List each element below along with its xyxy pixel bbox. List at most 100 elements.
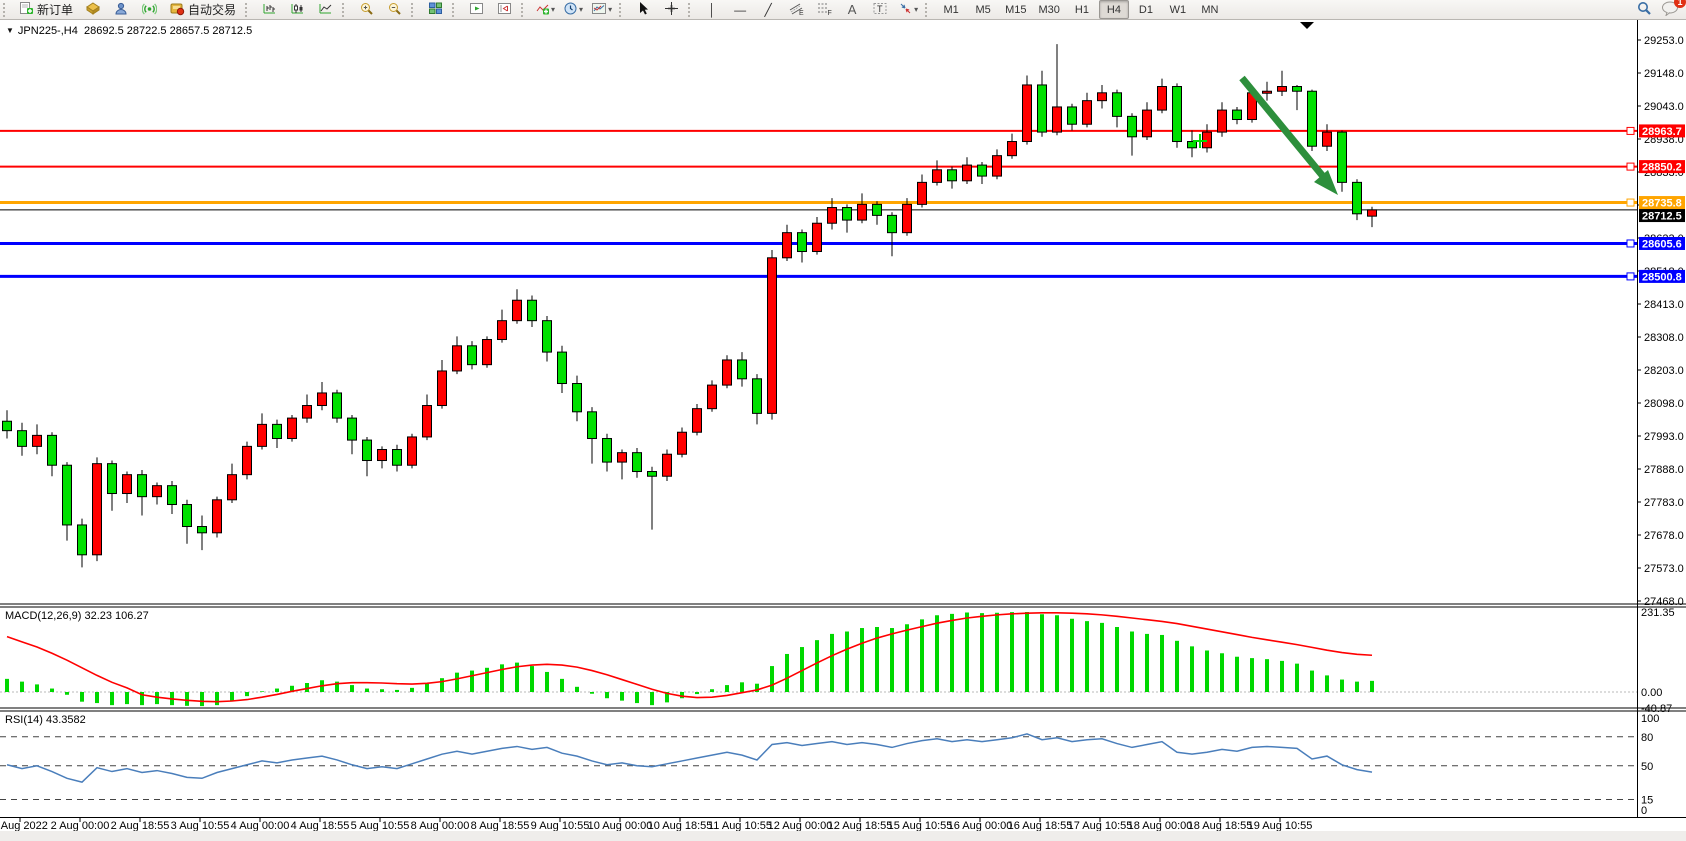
timeframe-d1-button[interactable]: D1 [1138,3,1153,16]
svg-text:29253.0: 29253.0 [1644,35,1684,47]
arrows-tool-button[interactable]: ▾ [895,0,921,19]
notifications-button[interactable]: 1 [1661,0,1686,19]
toolbar-grip [245,2,252,17]
equidistant-channel-tool-button[interactable]: E [783,0,809,19]
svg-text:27678.0: 27678.0 [1644,530,1684,542]
crosshair-button[interactable] [658,0,684,19]
tile-windows-button[interactable] [422,0,448,19]
search-icon[interactable] [1636,0,1653,19]
svg-text:27783.0: 27783.0 [1644,497,1684,509]
market-watch-button[interactable] [80,0,106,19]
candlestick-chart-button[interactable] [284,0,310,19]
timeframe-m15-button[interactable]: M15 [1005,3,1027,16]
fibonacci-icon: F [816,1,832,19]
svg-text:28850.2: 28850.2 [1642,162,1682,174]
periods-icon [563,1,578,19]
zoom-in-button[interactable] [353,0,379,19]
indicators-button[interactable]: ▾ [532,0,558,19]
svg-text:100: 100 [1641,713,1659,725]
toolbar-grip [3,2,10,17]
text-tool-button[interactable]: A [839,0,865,19]
timeframe-m1-button[interactable]: M1 [943,3,959,16]
svg-text:231.35: 231.35 [1641,607,1675,619]
timeframe-w1-button[interactable]: W1 [1169,3,1187,16]
main-toolbar: 新订单 自动交易 [0,0,1686,20]
navigator-button[interactable] [136,0,162,19]
svg-text:29043.0: 29043.0 [1644,101,1684,113]
vertical-line-icon: │ [708,2,716,17]
data-window-button[interactable] [108,0,134,19]
svg-text:28735.8: 28735.8 [1642,198,1682,210]
toolbar-grip [521,2,528,17]
timeframe-m30-button[interactable]: M30 [1038,3,1060,16]
svg-text:T: T [877,4,883,14]
svg-text:F: F [828,10,832,16]
data-window-icon [114,1,129,19]
svg-text:28963.7: 28963.7 [1642,126,1682,138]
equidistant-channel-icon: E [788,1,804,19]
templates-button[interactable]: ▾ [588,0,615,19]
candlestick-chart-icon [290,1,305,19]
svg-text:-40.87: -40.87 [1641,703,1672,715]
svg-text:16 Aug 00:00: 16 Aug 00:00 [948,820,1013,832]
toolbar-grip [688,2,695,17]
text-label-tool-button[interactable]: T [867,0,893,19]
svg-text:80: 80 [1641,732,1653,744]
svg-text:12 Aug 18:55: 12 Aug 18:55 [828,820,893,832]
timeframe-toolbar: M1 M5 M15 M30 H1 H4 D1 W1 MN [935,0,1226,19]
periods-button[interactable]: ▾ [560,0,586,19]
templates-dropdown-caret[interactable]: ▾ [608,5,613,14]
chart-shift-icon [497,1,512,19]
auto-scroll-button[interactable] [463,0,489,19]
svg-text:0.00: 0.00 [1641,687,1662,699]
new-order-button[interactable]: 新订单 [14,0,78,19]
svg-text:1 Aug 2022: 1 Aug 2022 [0,820,48,832]
timeframe-m5-button[interactable]: M5 [975,3,991,16]
svg-text:18 Aug 00:00: 18 Aug 00:00 [1128,820,1193,832]
svg-text:2 Aug 00:00: 2 Aug 00:00 [51,820,110,832]
navigator-icon [141,1,157,19]
market-watch-icon [85,1,101,19]
timeframe-mn-button[interactable]: MN [1201,3,1219,16]
line-chart-button[interactable] [312,0,338,19]
horizontal-line-icon: — [734,2,747,17]
zoom-in-icon [359,1,374,19]
svg-text:E: E [799,10,804,16]
svg-text:28098.0: 28098.0 [1644,398,1684,410]
svg-text:27888.0: 27888.0 [1644,464,1684,476]
chart-shift-button[interactable] [491,0,517,19]
svg-text:18 Aug 18:55: 18 Aug 18:55 [1188,820,1253,832]
zoom-out-button[interactable] [381,0,407,19]
svg-text:8 Aug 18:55: 8 Aug 18:55 [471,820,530,832]
svg-text:3 Aug 10:55: 3 Aug 10:55 [171,820,230,832]
arrows-icon [898,1,913,19]
timeframe-h4-button[interactable]: H4 [1098,0,1129,19]
chart-canvas[interactable]: 29253.029148.029043.028938.028833.028728… [0,19,1686,841]
autotrading-button[interactable]: 自动交易 [164,0,241,19]
trendline-tool-button[interactable]: ╱ [755,0,781,19]
bar-chart-button[interactable] [256,0,282,19]
svg-text:4 Aug 00:00: 4 Aug 00:00 [231,820,290,832]
indicators-dropdown-caret[interactable]: ▾ [551,5,556,14]
timeframe-h1-button[interactable]: H1 [1074,3,1089,16]
svg-text:27993.0: 27993.0 [1644,431,1684,443]
svg-text:11 Aug 10:55: 11 Aug 10:55 [708,820,772,832]
periods-dropdown-caret[interactable]: ▾ [579,5,584,14]
horizontal-line-tool-button[interactable]: — [727,0,753,19]
svg-text:4 Aug 18:55: 4 Aug 18:55 [291,820,350,832]
templates-icon [591,1,607,19]
autotrading-label: 自动交易 [188,3,237,17]
toolbar-grip [925,2,932,17]
trendline-icon: ╱ [764,2,772,17]
vertical-line-tool-button[interactable]: │ [699,0,725,19]
autotrading-icon [169,1,185,19]
svg-text:17 Aug 10:55: 17 Aug 10:55 [1068,820,1133,832]
cursor-button[interactable] [630,0,656,19]
svg-text:2 Aug 18:55: 2 Aug 18:55 [111,820,170,832]
chart-window[interactable]: 29253.029148.029043.028938.028833.028728… [0,19,1686,841]
text-label-icon: T [872,1,888,19]
svg-text:28712.5: 28712.5 [1642,211,1682,223]
fibonacci-tool-button[interactable]: F [811,0,837,19]
toolbar-grip [452,2,459,17]
arrows-dropdown-caret[interactable]: ▾ [914,5,919,14]
